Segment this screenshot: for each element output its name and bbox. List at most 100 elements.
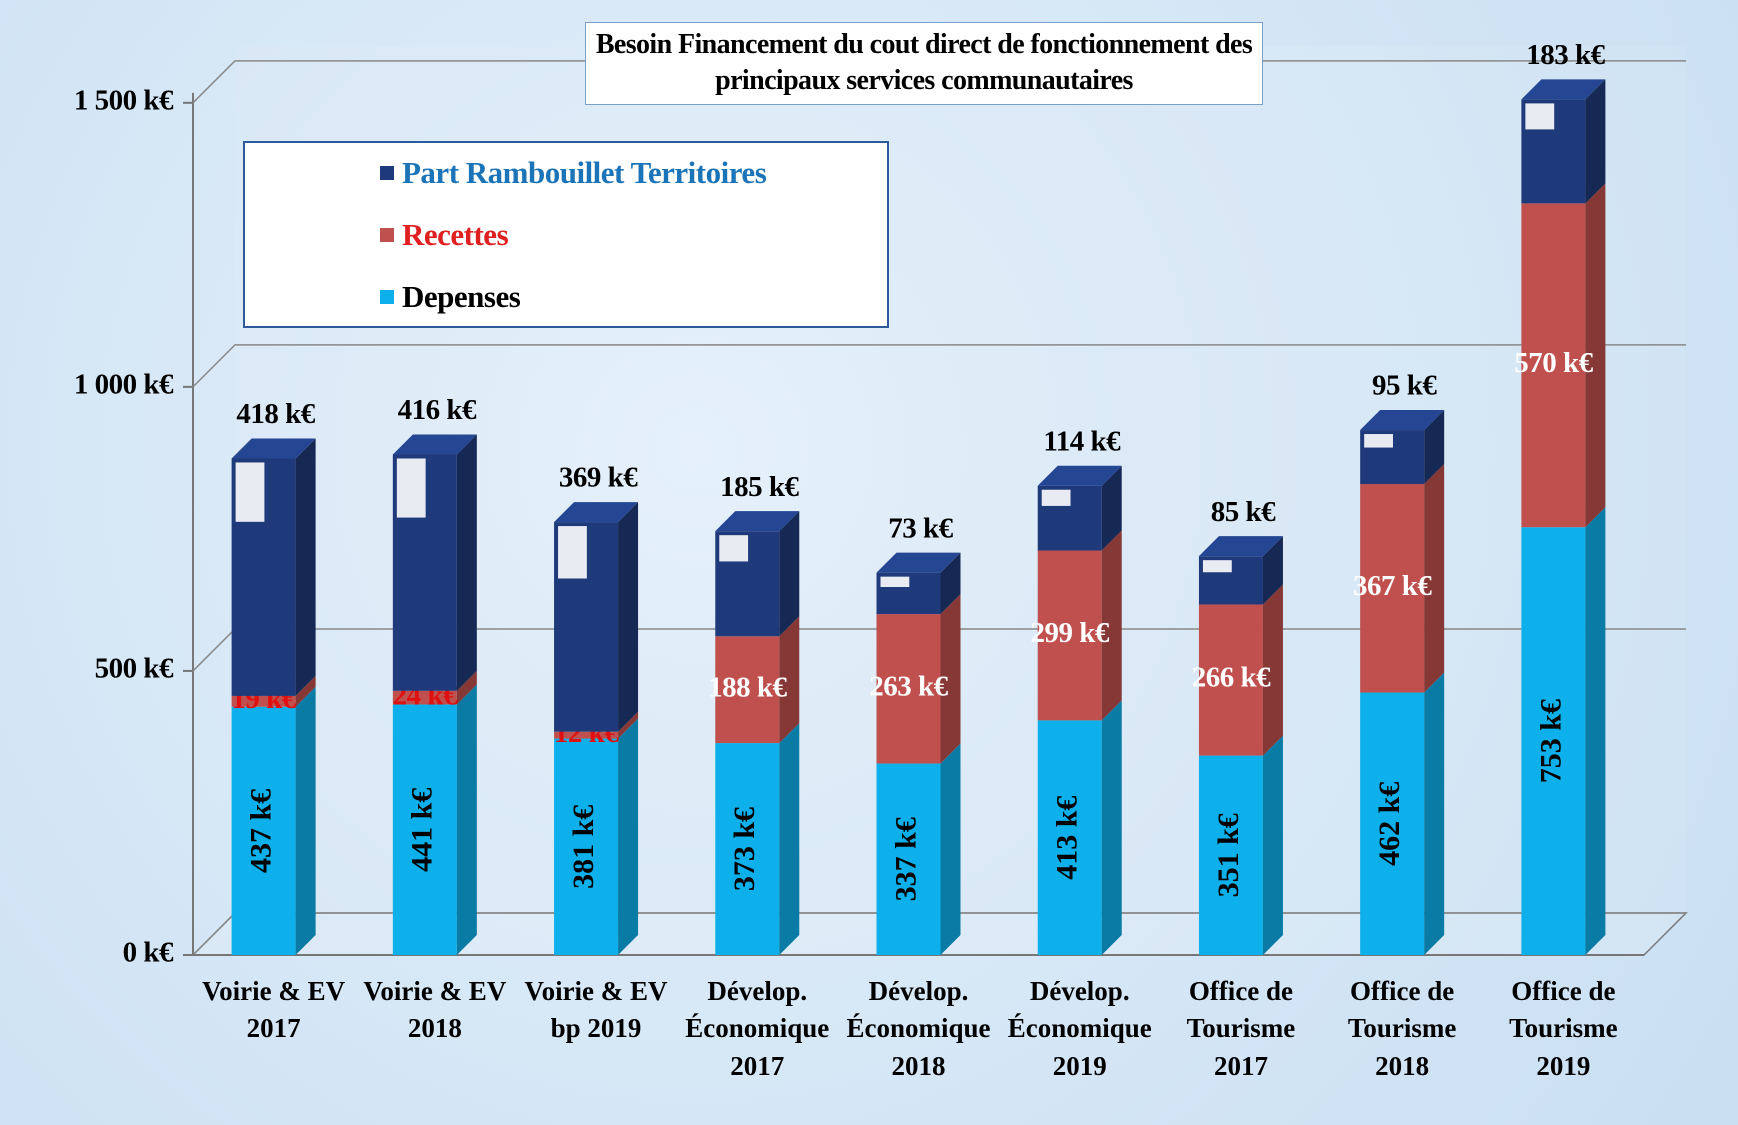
bar-side [1262,536,1283,605]
bar-side [295,686,316,955]
value-label: 114 k€ [1043,425,1121,457]
bar-side [940,552,961,615]
bar-segment [1198,735,1283,955]
bar-side [295,675,316,707]
bar-side [295,438,316,696]
bar-pattern [880,576,910,588]
value-label: 266 k€ [1192,662,1271,694]
bar-segment [554,711,639,739]
value-label: 299 k€ [1031,617,1110,649]
x-tick-label: Voirie & EV 2017 [202,976,346,1044]
value-label: 441 k€ [406,788,439,872]
value-label: 367 k€ [1353,570,1432,602]
value-label: 95 k€ [1372,370,1437,402]
bar-side [1101,530,1122,721]
chart-title: Besoin Financement du cout direct de fon… [585,22,1263,105]
bar-segment [715,511,800,637]
bar-segment [1360,464,1445,693]
bar-segment [876,594,961,764]
bar-side [779,723,800,955]
bar-segment [1037,530,1122,721]
bar-segment [231,686,316,955]
x-tick-label: Office de Tourisme 2018 [1347,976,1457,1081]
x-tick-label: Office de Tourisme 2017 [1186,976,1296,1081]
bar-top [1521,79,1606,100]
bar-front [1198,755,1263,955]
bar-pattern [1525,103,1555,130]
value-label: 418 k€ [236,398,315,430]
bar-segment [1037,465,1122,551]
bar-segment [231,675,316,707]
bar-segment [392,670,477,705]
bar-pattern [558,526,587,579]
bar-side [779,616,800,744]
bar-front [1521,527,1586,955]
bar-side [1101,700,1122,955]
value-label: 351 k€ [1212,813,1245,897]
value-label: 183 k€ [1526,39,1605,71]
bar-segment [231,438,316,696]
bar-front [392,690,457,705]
bar-top [1360,410,1445,431]
legend-label: Part Rambouillet Territoires [402,155,767,190]
legend-entry: Depenses [380,279,521,315]
bar-side [456,670,477,705]
bar-top [1037,465,1122,486]
bar-front [1360,692,1425,955]
bar-segment [1037,700,1122,955]
y-tick-label: 0 k€ [123,937,174,969]
x-tick-label: Dévelop. Économique 2019 [1007,976,1152,1081]
bar-segment [1521,507,1606,955]
bar-front [231,695,296,707]
value-label: 753 k€ [1534,699,1567,783]
bar-side [1424,410,1445,485]
value-label: 185 k€ [720,471,799,503]
bar-segment [392,434,477,691]
bar-segment [1360,672,1445,955]
bar-side [618,718,639,955]
bar-segment [1198,584,1283,756]
bar-front [715,743,780,955]
bar-front [1037,720,1102,955]
x-tick-label: Dévelop. Économique 2018 [846,976,991,1081]
value-label: 413 k€ [1051,796,1084,880]
bar-segment [876,743,961,955]
value-label: 85 k€ [1211,496,1276,528]
bar-top [1198,536,1283,557]
x-tick-label: Voirie & EV bp 2019 [524,976,668,1044]
bar-top [715,511,800,532]
bar-pattern [396,458,426,518]
bar-side [1262,735,1283,955]
bar-side [618,711,639,739]
value-label: 337 k€ [889,817,922,901]
x-tick-label: Voirie & EV 2018 [363,976,507,1044]
bar-segment [1521,79,1606,204]
bar-front [876,614,941,764]
bar-segment [554,718,639,955]
legend-label: Recettes [402,217,509,252]
bar-front [1360,484,1425,693]
bar-side [940,743,961,955]
bar-front [876,763,941,955]
grid-line [192,344,1686,388]
bar-pattern [1364,434,1393,448]
bar-pattern [1202,560,1232,573]
bar-pattern [719,535,749,562]
bar-side [456,434,477,691]
legend: Part Rambouillet Territoires Recettes Depe… [243,141,889,328]
value-label: 462 k€ [1373,782,1406,866]
value-label: 369 k€ [559,462,638,494]
bar-front [392,704,457,955]
value-label: 373 k€ [728,807,761,891]
bar-side [1101,465,1122,551]
bar-side [1262,584,1283,756]
y-tick-label: 500 k€ [95,653,174,685]
bar-side [1424,672,1445,955]
legend-swatch [380,228,394,242]
bar-segment [1198,536,1283,605]
value-label: 437 k€ [245,789,278,873]
bar-segment [554,502,639,732]
bar-top [392,434,477,455]
bar-segment [715,616,800,744]
